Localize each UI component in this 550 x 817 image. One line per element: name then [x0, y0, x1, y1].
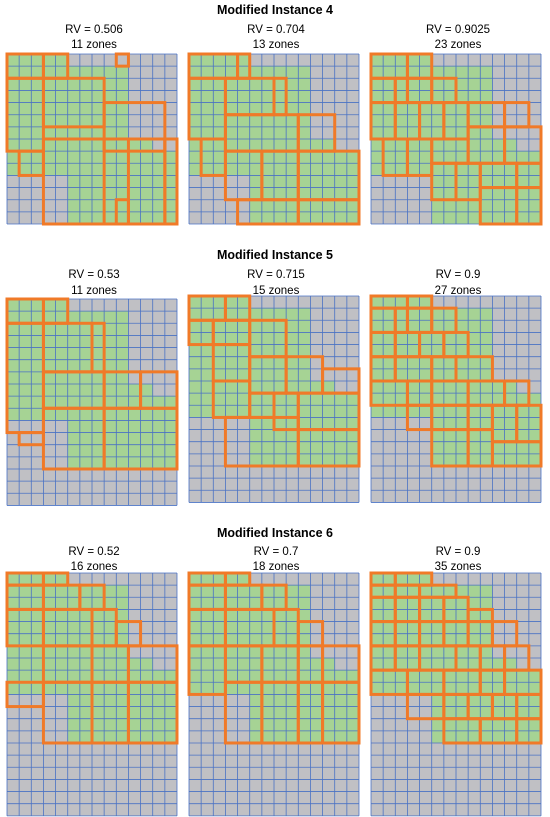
section-title-instance-6: Modified Instance 6	[217, 526, 333, 540]
green-region	[480, 405, 541, 466]
green-region	[431, 139, 517, 152]
zone-grid-panel	[187, 571, 361, 817]
panel-zones-label: 11 zones	[71, 285, 117, 297]
zone-border	[102, 137, 167, 226]
zone-border	[187, 644, 227, 696]
green-region	[67, 151, 177, 164]
zone-border	[17, 431, 45, 447]
zone-border	[296, 428, 361, 468]
panel-zones-label: 27 zones	[434, 285, 482, 297]
zone-grid-panel	[369, 294, 543, 503]
zone-grid-panel	[5, 297, 179, 506]
zone-grid-panel	[5, 52, 179, 226]
green-region	[249, 393, 359, 406]
green-region	[480, 163, 541, 224]
section-title-instance-5: Modified Instance 5	[217, 248, 333, 262]
panel-rv-label: RV = 0.52	[68, 546, 120, 558]
green-region	[480, 682, 541, 743]
zone-border	[126, 680, 179, 745]
zone-border	[41, 137, 130, 226]
green-region	[67, 670, 177, 683]
panel-zones-label: 35 zones	[434, 561, 482, 573]
panel-rv-label: RV = 0.7	[253, 546, 299, 558]
zone-border	[515, 717, 543, 745]
zone-border	[114, 52, 130, 68]
panel-zones-label: 15 zones	[252, 285, 300, 297]
green-region	[249, 657, 335, 671]
green-region	[249, 151, 359, 164]
green-region	[67, 139, 153, 152]
zone-grid-panel	[187, 52, 361, 226]
panel-rv-label: RV = 0.506	[65, 24, 123, 36]
panel-rv-label: RV = 0.704	[247, 24, 305, 36]
zone-border	[102, 101, 167, 153]
zone-border	[102, 406, 179, 471]
green-region	[431, 393, 541, 406]
zone-border	[17, 149, 45, 177]
green-region	[67, 657, 153, 671]
zone-border	[236, 198, 300, 226]
panel-zones-label: 11 zones	[71, 39, 117, 51]
panel-zones-label: 18 zones	[252, 561, 300, 573]
zone-grid-panel	[5, 571, 179, 817]
green-region	[249, 670, 359, 683]
zone-border	[381, 137, 409, 177]
section-title-instance-4: Modified Instance 4	[217, 3, 333, 17]
zone-border	[490, 440, 543, 468]
zone-grid-panel	[369, 52, 543, 226]
panel-zones-label: 16 zones	[70, 561, 118, 573]
zone-border	[114, 198, 130, 226]
green-region	[67, 396, 177, 409]
green-region	[298, 682, 359, 743]
zone-border	[199, 137, 227, 177]
panel-rv-label: RV = 0.9025	[425, 24, 491, 36]
zone-border	[515, 186, 543, 226]
green-region	[298, 163, 359, 224]
zone-grid-panel	[187, 294, 361, 503]
green-region	[298, 405, 359, 466]
panel-rv-label: RV = 0.53	[68, 269, 120, 281]
green-region	[116, 163, 177, 224]
green-region	[116, 408, 177, 469]
zone-grid-panel	[369, 571, 543, 817]
panel-zones-label: 23 zones	[434, 39, 482, 51]
green-region	[431, 657, 517, 671]
green-region	[116, 682, 177, 743]
green-region	[67, 383, 153, 397]
green-region	[249, 139, 335, 152]
green-region	[431, 380, 517, 394]
panel-rv-label: RV = 0.9	[435, 546, 481, 558]
green-region	[431, 670, 541, 683]
green-region	[249, 380, 335, 394]
zone-border	[321, 680, 361, 745]
panel-zones-label: 13 zones	[252, 39, 300, 51]
panel-rv-label: RV = 0.9	[435, 269, 481, 281]
green-region	[431, 151, 541, 164]
grid-lines	[370, 53, 542, 225]
panel-rv-label: RV = 0.715	[247, 269, 305, 281]
